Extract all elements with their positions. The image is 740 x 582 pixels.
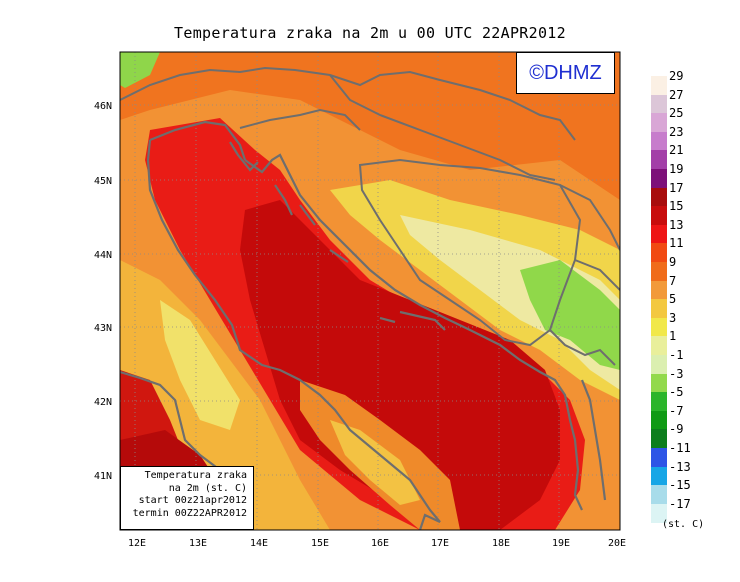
info-line: termin 00Z22APR2012 <box>132 507 247 519</box>
land-cold-zone-northwest <box>120 52 160 88</box>
lon-tick: 18E <box>492 538 510 549</box>
albania-coast <box>580 379 607 501</box>
colorbar-swatch <box>651 503 667 523</box>
lon-tick: 13E <box>189 538 207 549</box>
istria <box>229 141 259 172</box>
lon-tick: 14E <box>250 538 268 549</box>
land-warm-zone <box>120 52 620 200</box>
lon-tick: 20E <box>608 538 626 549</box>
colorbar-label: 13 <box>669 217 684 232</box>
italy-cool-zone <box>160 300 240 430</box>
colorbar-label: 19 <box>669 162 684 176</box>
colorbar-label: 23 <box>669 124 684 139</box>
islands <box>274 184 446 331</box>
colorbar-label: -7 <box>669 403 684 418</box>
map-title: Temperatura zraka na 2m u 00 UTC 22APR20… <box>174 24 566 42</box>
colorbar-label: 25 <box>669 106 684 121</box>
croatia-coast <box>244 153 583 511</box>
colorbar-swatch <box>651 113 667 133</box>
info-box: Temperatura zraka na 2m (st. C) start 00… <box>120 466 254 530</box>
info-line: start 00z21apr2012 <box>138 495 247 506</box>
colorbar-label: 1 <box>669 329 677 344</box>
colorbar-label: -9 <box>669 422 684 437</box>
colorbar-label: 3 <box>669 310 677 325</box>
colorbar-label: 9 <box>669 255 677 269</box>
colorbar-swatch <box>651 224 667 244</box>
lat-tick: 43N <box>94 323 112 334</box>
border-croatia-hungary <box>329 74 556 181</box>
colorbar-swatch <box>651 485 667 505</box>
sea-central-adriatic <box>240 200 560 530</box>
colorbar-label: -3 <box>669 366 684 381</box>
colorbar-label: 17 <box>669 180 684 195</box>
colorbar-label: 15 <box>669 199 684 214</box>
lon-tick: 17E <box>431 538 449 549</box>
lon-tick: 16E <box>371 538 389 549</box>
colorbar-swatch <box>651 299 667 319</box>
italy-east-coast <box>146 120 441 530</box>
lat-tick: 42N <box>94 397 112 408</box>
lat-tick: 41N <box>94 471 112 482</box>
colorbar-label: -11 <box>669 441 691 455</box>
lat-tick: 44N <box>94 250 112 261</box>
colorbar-label: 27 <box>669 87 684 102</box>
colorbar-swatch <box>651 94 667 114</box>
colorbar-swatch <box>651 262 667 282</box>
border-serbia <box>559 184 620 291</box>
colorbar-swatch <box>651 373 667 393</box>
lon-tick: 12E <box>128 538 146 549</box>
colorbar-swatch <box>651 169 667 189</box>
colorbar-swatch <box>651 150 667 170</box>
dhmz-logo: ©DHMZ <box>516 52 615 94</box>
lat-axis: 41N 42N 43N 44N 45N 46N <box>94 101 112 482</box>
lon-axis: 12E 13E 14E 15E 16E 17E 18E 19E 20E <box>128 538 626 549</box>
colorbar-swatch <box>651 280 667 300</box>
lat-tick: 46N <box>94 101 112 112</box>
colorbar-swatch <box>651 410 667 430</box>
colorbar-swatch <box>651 429 667 449</box>
border-alps <box>120 66 576 141</box>
info-line: Temperatura zraka <box>144 470 247 481</box>
colorbar-swatch <box>651 355 667 375</box>
colorbar-swatch <box>651 317 667 337</box>
border-montenegro <box>549 329 616 366</box>
info-line: na 2m (st. C) <box>168 482 247 494</box>
border-slovenia-croatia <box>239 108 361 131</box>
colorbar-swatch <box>651 392 667 412</box>
colorbar-swatch <box>651 448 667 468</box>
country-borders <box>120 66 620 366</box>
colorbar-label: 29 <box>669 69 684 83</box>
colorbar-label: -15 <box>669 478 691 493</box>
lat-tick: 45N <box>94 176 112 187</box>
colorbar-swatch <box>651 76 667 96</box>
colorbar-swatch <box>651 336 667 356</box>
colorbar-label: 7 <box>669 273 677 288</box>
apulia-coast <box>330 420 420 505</box>
colorbar-label: -5 <box>669 385 684 400</box>
lon-tick: 19E <box>552 538 570 549</box>
colorbar-swatch <box>651 243 667 263</box>
colorbar-label: -17 <box>669 496 691 511</box>
colorbar-label: 5 <box>669 292 677 307</box>
colorbar-label: -13 <box>669 459 691 474</box>
colorbar-swatch <box>651 187 667 207</box>
land-cold-zone-east <box>520 260 620 370</box>
plot-frame <box>119 51 621 531</box>
colorbar-swatch <box>651 206 667 226</box>
colorbar-units: (st. C) <box>662 519 705 530</box>
colorbar-label: 21 <box>669 143 684 158</box>
land-mild-zone <box>330 180 620 400</box>
colorbar-swatch <box>651 131 667 151</box>
lon-tick: 15E <box>311 538 329 549</box>
colorbar-label: 11 <box>669 236 684 251</box>
colorbar-label: -1 <box>669 348 684 362</box>
land-cool-zone <box>400 215 620 390</box>
colorbar-swatch <box>651 466 667 486</box>
